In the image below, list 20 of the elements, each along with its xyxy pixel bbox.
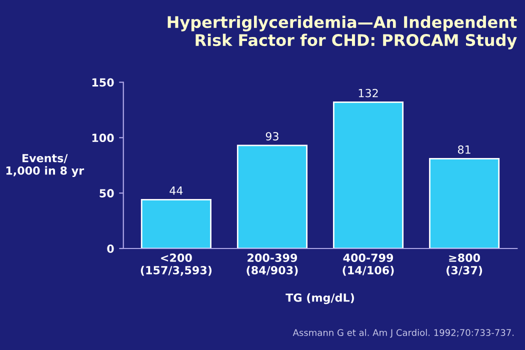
data-label: 93 — [266, 132, 278, 140]
bar — [429, 158, 500, 248]
y-tick-label: 0 — [107, 244, 114, 253]
bar — [236, 144, 308, 248]
text: Assmann G et al. Am J Cardiol. 1992;70:733-737. — [292, 329, 514, 338]
chart-title: Hypertriglyceridemia—An Independent Risk Factor for CHD: PROCAM Study — [168, 16, 517, 50]
data-label: 44 — [170, 186, 183, 195]
y-tick-label: 100 — [92, 134, 114, 142]
x-tick-label: 200-399 (84/903) — [246, 254, 298, 276]
y-axis-title: Events/ 1,000 in 8 yr — [6, 154, 84, 178]
x-tick-label: ≥800 (3/37) — [446, 254, 482, 276]
x-tick-label: 400-799 (14/106) — [342, 254, 394, 276]
data-label: 132 — [358, 88, 378, 98]
bar — [140, 199, 212, 248]
x-tick-label: <200 (157/3,593) — [140, 254, 212, 276]
x-axis-title: TG (mg/dL) — [286, 293, 354, 304]
y-tick-label: 50 — [100, 189, 114, 198]
data-label: 81 — [458, 145, 470, 154]
y-tick-label: 150 — [92, 78, 114, 87]
bar — [333, 102, 404, 248]
